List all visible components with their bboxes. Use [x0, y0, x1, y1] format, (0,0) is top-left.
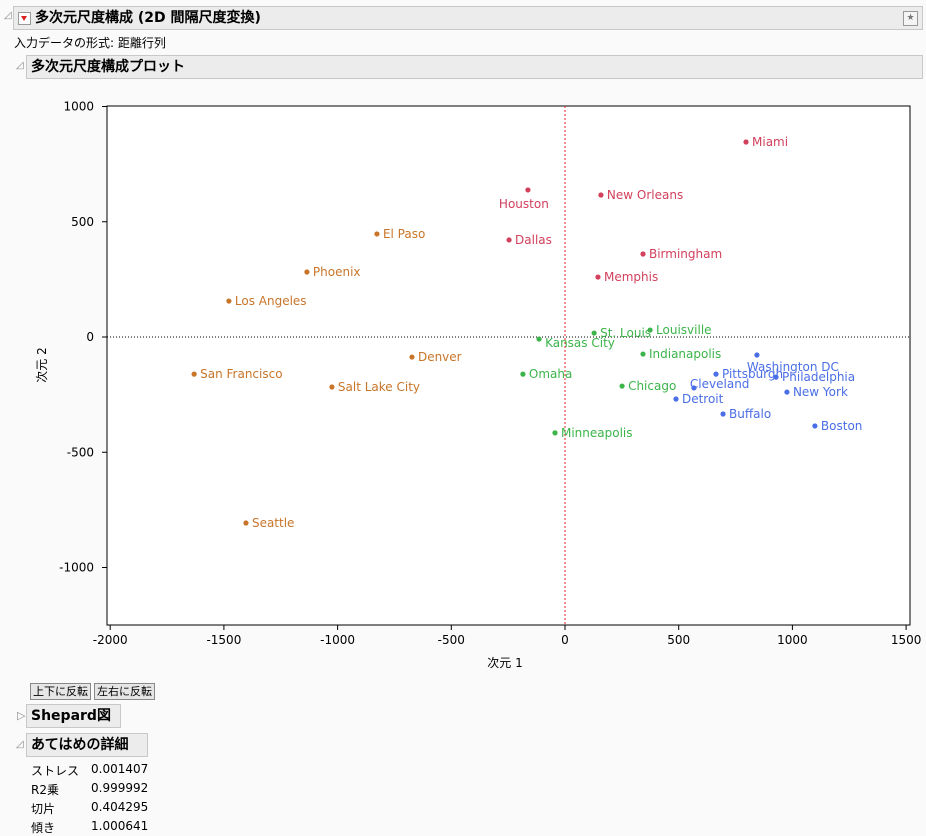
data-point[interactable] — [640, 351, 646, 357]
x-tick-label: -500 — [438, 633, 465, 647]
fit-stat-value: 1.000641 — [91, 819, 149, 833]
y-tick-label: -1000 — [59, 561, 94, 575]
y-tick-label: -500 — [67, 445, 94, 459]
point-label: El Paso — [383, 227, 425, 241]
shepard-header[interactable]: Shepard図 — [26, 704, 121, 728]
data-point[interactable] — [598, 192, 604, 198]
point-label: Detroit — [682, 392, 724, 406]
data-point[interactable] — [191, 371, 197, 377]
data-point[interactable] — [374, 231, 380, 237]
fit-details-header[interactable]: あてはめの詳細 — [26, 733, 148, 757]
fit-stat-value: 0.404295 — [91, 800, 149, 814]
expand-triangle-icon[interactable]: ▷ — [17, 709, 26, 722]
point-label: Indianapolis — [649, 347, 721, 361]
y-tick-label: 500 — [71, 215, 94, 229]
point-label: Cleveland — [690, 377, 750, 391]
data-point[interactable] — [552, 430, 558, 436]
data-point[interactable] — [506, 237, 512, 243]
data-point[interactable] — [595, 274, 601, 280]
report-header[interactable]: 多次元尺度構成 (2D 間隔尺度変換) ★ — [13, 6, 923, 30]
fit-stat-label: R2乗 — [31, 783, 59, 797]
fit-stat-value: 0.999992 — [91, 781, 149, 795]
data-point[interactable] — [520, 371, 526, 377]
data-point[interactable] — [409, 354, 415, 360]
point-label: Memphis — [604, 270, 658, 284]
flip-vertical-button[interactable]: 上下に反転 — [30, 683, 91, 700]
point-label: Chicago — [628, 379, 676, 393]
point-label: Kansas City — [545, 336, 615, 350]
point-label: Salt Lake City — [338, 380, 420, 394]
fit-stat-label: ストレス — [31, 764, 80, 778]
data-point[interactable] — [691, 385, 697, 391]
data-point[interactable] — [754, 352, 760, 358]
data-point[interactable] — [591, 330, 597, 336]
shepard-title: Shepard図 — [31, 708, 111, 724]
point-label: Miami — [752, 135, 788, 149]
data-point[interactable] — [640, 251, 646, 257]
point-label: Houston — [499, 197, 549, 211]
data-point[interactable] — [720, 411, 726, 417]
pin-icon[interactable]: ★ — [903, 11, 918, 26]
x-tick-label: 1500 — [891, 633, 922, 647]
plot-frame — [106, 105, 911, 626]
x-tick-label: 500 — [667, 633, 690, 647]
point-label: Seattle — [252, 516, 294, 530]
data-point[interactable] — [812, 423, 818, 429]
point-label: Louisville — [656, 323, 712, 337]
point-label: Birmingham — [649, 247, 722, 261]
collapse-triangle-icon[interactable]: ◿ — [16, 739, 24, 750]
x-tick-label: -2000 — [93, 633, 128, 647]
fit-details-title: あてはめの詳細 — [31, 737, 129, 753]
mds-plot: -2000 -1500 -1000 -500 0 500 1000 1500 1000 500 0 -… — [35, 100, 922, 671]
data-point[interactable] — [329, 384, 335, 390]
x-tick-label: -1500 — [206, 633, 241, 647]
point-label: Pittsburgh — [722, 367, 783, 381]
data-point[interactable] — [784, 389, 790, 395]
data-point[interactable] — [773, 374, 779, 380]
fit-stat-label: 傾き — [31, 821, 56, 835]
point-label: Los Angeles — [235, 294, 307, 308]
x-tick-label: -1000 — [320, 633, 355, 647]
data-point[interactable] — [647, 327, 653, 333]
point-label: Buffalo — [729, 407, 771, 421]
flip-horizontal-button[interactable]: 左右に反転 — [94, 683, 155, 700]
point-label: Dallas — [515, 233, 552, 247]
point-label: Omaha — [529, 367, 572, 381]
fit-stat-label: 切片 — [31, 802, 56, 816]
point-label: Minneapolis — [561, 426, 633, 440]
x-axis-label: 次元 1 — [487, 656, 522, 670]
point-label: Philadelphia — [782, 370, 855, 384]
y-tick-label: 1000 — [63, 100, 94, 114]
x-tick-label: 0 — [561, 633, 569, 647]
data-point[interactable] — [304, 269, 310, 275]
data-point[interactable] — [525, 187, 531, 193]
data-point[interactable] — [536, 336, 542, 342]
red-triangle-menu-icon[interactable] — [18, 11, 31, 25]
data-point[interactable] — [713, 371, 719, 377]
data-point[interactable] — [743, 139, 749, 145]
point-label: New York — [793, 385, 848, 399]
input-format-label: 入力データの形式: 距離行列 — [14, 36, 166, 50]
point-label: San Francisco — [200, 367, 282, 381]
data-point[interactable] — [673, 396, 679, 402]
report-title: 多次元尺度構成 (2D 間隔尺度変換) — [35, 10, 261, 26]
data-point[interactable] — [619, 383, 625, 389]
point-label: Boston — [821, 419, 862, 433]
y-axis-label: 次元 2 — [35, 347, 49, 382]
x-tick-label: 1000 — [777, 633, 808, 647]
collapse-triangle-icon[interactable]: ◿ — [16, 60, 24, 71]
collapse-triangle-icon[interactable]: ◿ — [4, 10, 12, 21]
point-label: Phoenix — [313, 265, 361, 279]
point-label: New Orleans — [607, 188, 683, 202]
point-label: St. Louis — [600, 326, 651, 340]
plot-section-header[interactable]: 多次元尺度構成プロット — [26, 55, 923, 79]
point-label: Washington DC — [747, 360, 839, 374]
data-point[interactable] — [243, 520, 249, 526]
plot-section-title: 多次元尺度構成プロット — [31, 59, 185, 75]
data-point[interactable] — [226, 298, 232, 304]
fit-stat-value: 0.001407 — [91, 762, 149, 776]
point-label: Denver — [418, 350, 462, 364]
y-tick-label: 0 — [86, 330, 94, 344]
